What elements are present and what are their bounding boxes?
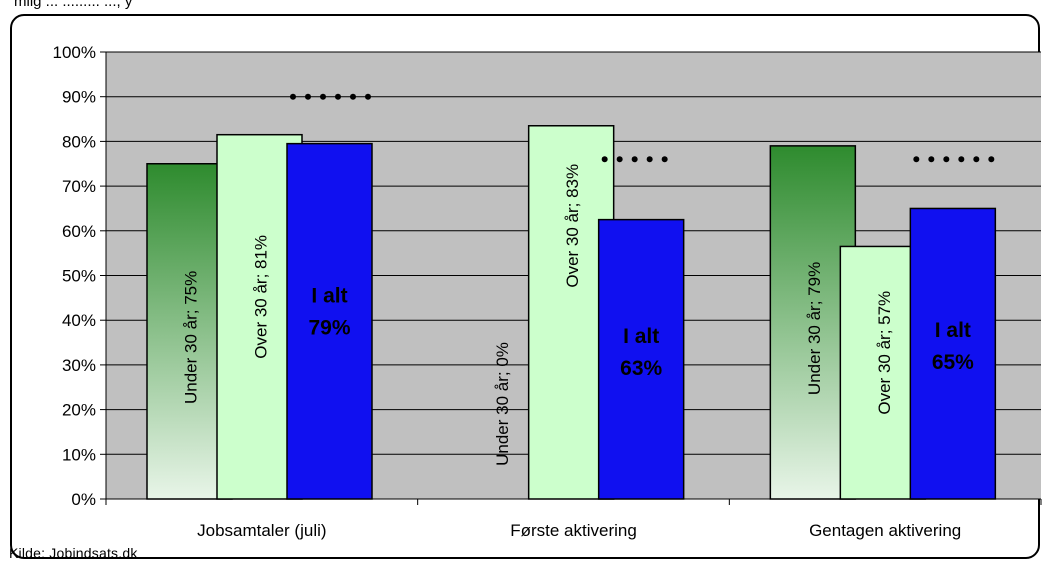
- bar-data-label: 63%: [620, 357, 662, 380]
- dot-marker: [928, 156, 935, 163]
- bar-data-label: Under 30 år; 0%: [493, 342, 512, 466]
- dot-marker: [958, 156, 965, 163]
- dot-marker: [305, 93, 311, 100]
- y-tick-label: 30%: [62, 356, 96, 375]
- bar-total: [597, 218, 685, 500]
- source-note: Kilde: Jobindsats.dk: [9, 545, 138, 561]
- y-tick-label: 10%: [62, 445, 96, 464]
- bar-data-label: I alt: [311, 285, 347, 308]
- y-tick-label: 20%: [62, 401, 96, 420]
- dot-marker: [988, 156, 995, 163]
- x-category-label: Gentagen aktivering: [809, 521, 961, 540]
- y-tick-label: 100%: [53, 43, 96, 62]
- clipped-header-text: mlig ... ......... ..., y: [14, 0, 133, 10]
- y-tick-label: 70%: [62, 177, 96, 196]
- bar-data-label: Under 30 år; 79%: [805, 262, 824, 395]
- dot-marker: [631, 156, 638, 163]
- dot-markers: [290, 93, 995, 163]
- bar-data-label: Over 30 år; 57%: [875, 291, 894, 415]
- y-tick-label: 90%: [62, 88, 96, 107]
- bar-data-label: I alt: [935, 319, 971, 342]
- bar-data-label: I alt: [623, 325, 659, 348]
- dot-marker: [365, 93, 371, 100]
- y-tick-label: 60%: [62, 222, 96, 241]
- dot-marker: [646, 156, 653, 163]
- x-category-label: Jobsamtaler (juli): [197, 521, 326, 540]
- dot-marker: [913, 156, 920, 163]
- bar-data-label: 79%: [308, 317, 350, 340]
- dot-marker: [943, 156, 950, 163]
- x-category-label: Første aktivering: [510, 521, 637, 540]
- bar-data-label: Over 30 år; 81%: [252, 235, 271, 359]
- bar-data-label: Under 30 år; 75%: [182, 271, 201, 404]
- dot-marker: [616, 156, 623, 163]
- dot-marker: [973, 156, 980, 163]
- bar-total: [909, 207, 997, 500]
- y-tick-label: 50%: [62, 267, 96, 286]
- dot-marker: [335, 93, 341, 100]
- bar-labels: Under 30 år; 75% Over 30 år; 81% I alt 79% U…: [182, 164, 975, 466]
- dot-marker: [320, 93, 326, 100]
- y-tick-label: 0%: [71, 490, 96, 509]
- bar-total: [286, 142, 373, 500]
- dot-marker: [350, 93, 356, 100]
- bar-data-label: Over 30 år; 83%: [563, 164, 582, 288]
- bar-data-label: 65%: [932, 351, 974, 374]
- dot-marker: [601, 156, 608, 163]
- y-tick-label: 40%: [62, 311, 96, 330]
- bars: [146, 125, 997, 500]
- dot-marker: [290, 93, 296, 100]
- y-tick-label: 80%: [62, 132, 96, 151]
- dot-marker: [661, 156, 668, 163]
- axes: 0% 10% 20% 30% 40% 50% 60% 70% 80% 90% 100% Jobsamt…: [53, 43, 1042, 540]
